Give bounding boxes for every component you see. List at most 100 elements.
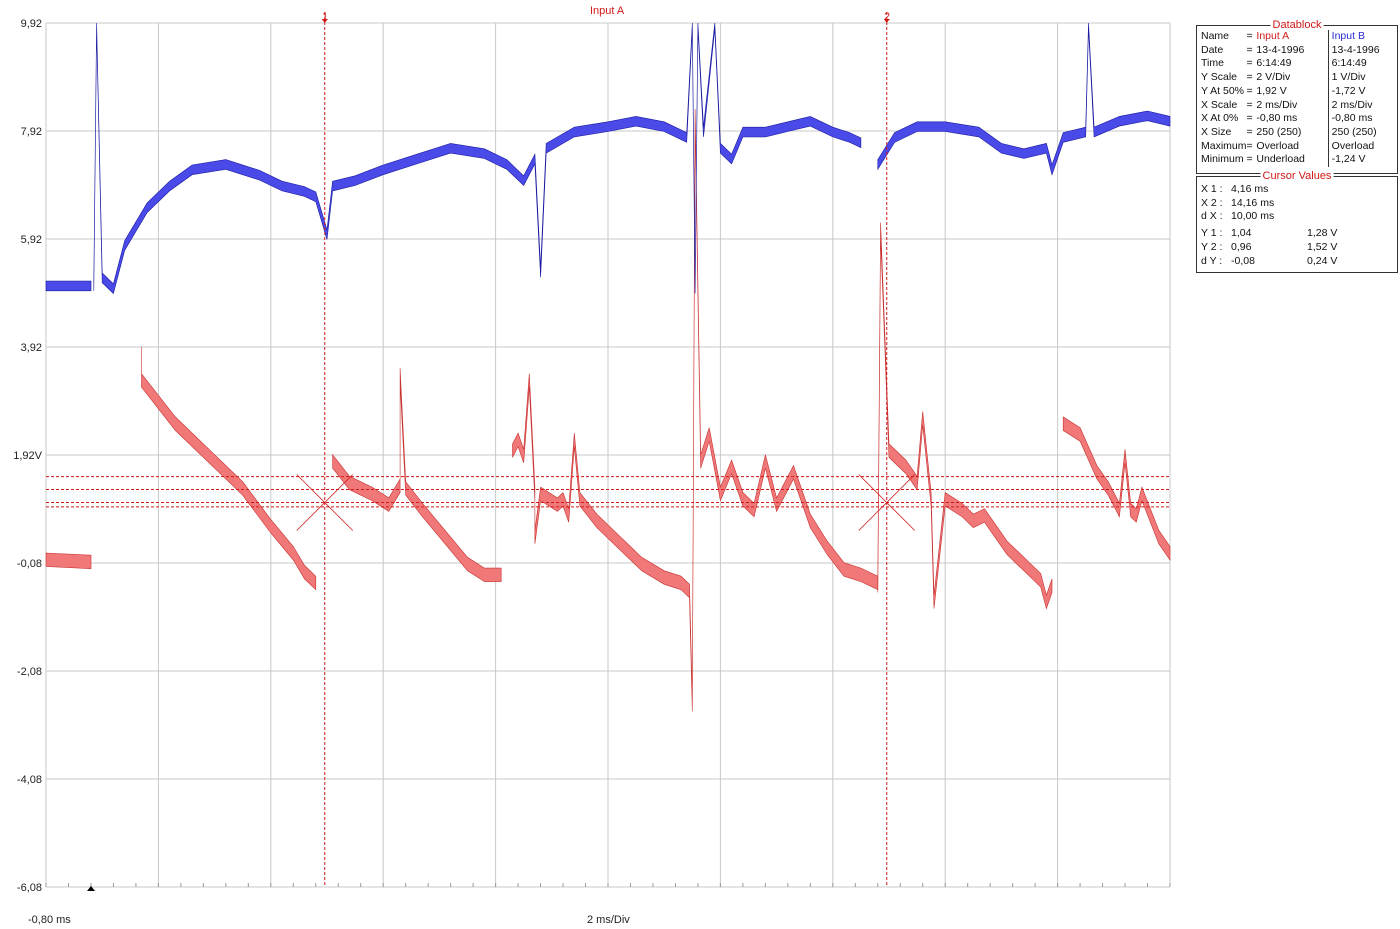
- cursor-value-b: 0,24 V: [1307, 254, 1338, 267]
- cursor-value-b: 1,52 V: [1307, 240, 1338, 253]
- datablock-row: X Scale = 2 ms/Div 2 ms/Div: [1197, 98, 1397, 113]
- cursor-value-a: 1,04: [1231, 227, 1252, 240]
- cursor-value-b: [1307, 197, 1367, 211]
- datablock-field-name: Minimum: [1201, 153, 1244, 166]
- datablock-value-a: Underload: [1256, 153, 1305, 166]
- cursor-value-name: X 2 :: [1201, 196, 1223, 209]
- column-divider: [1327, 112, 1329, 126]
- y-tick-label: -2,08: [17, 666, 42, 678]
- column-divider: [1327, 43, 1329, 58]
- datablock-equals: =: [1246, 98, 1253, 111]
- column-divider: [1327, 125, 1329, 140]
- datablock-field-name: Name: [1201, 30, 1230, 42]
- column-divider: [1327, 153, 1329, 168]
- y-tick-label: 1,92V: [13, 450, 42, 462]
- datablock-row: Name = Input A Input B: [1197, 30, 1397, 44]
- datablock-equals: =: [1246, 30, 1253, 42]
- cursor-value-b: [1307, 183, 1367, 197]
- input-a-trace: [512, 109, 879, 712]
- input-a-trace: [877, 222, 1053, 610]
- datablock-value-b: 1 V/Div: [1331, 71, 1366, 84]
- trigger-marker-icon[interactable]: [87, 886, 95, 891]
- cursor-value-row: X 1 : 4,16 ms: [1197, 183, 1397, 197]
- datablock-row: Time = 6:14:49 6:14:49: [1197, 57, 1397, 72]
- cursor-value-a: 14,16 ms: [1231, 196, 1275, 209]
- cursor-cross-marker: [858, 474, 916, 531]
- datablock-value-b: -1,24 V: [1331, 153, 1366, 166]
- cursor-value-a: 0,96: [1231, 240, 1252, 253]
- column-divider: [1327, 71, 1329, 85]
- cursor-value-row: Y 1 : 1,04 1,28 V: [1197, 227, 1397, 241]
- cursor-value-row: X 2 : 14,16 ms: [1197, 197, 1397, 211]
- cursor-value-name: d Y :: [1201, 254, 1223, 267]
- cursor-cross-marker: [296, 474, 354, 531]
- cursor2-label[interactable]: 2: [884, 11, 890, 23]
- column-divider: [1327, 30, 1329, 44]
- column-divider: [1327, 84, 1329, 99]
- datablock-value-a: -0,80 ms: [1256, 112, 1298, 125]
- cursor-value-b: [1307, 210, 1367, 224]
- datablock-equals: =: [1246, 112, 1253, 125]
- cursor-value-a: 10,00 ms: [1231, 210, 1275, 223]
- y-tick-label: -6,08: [17, 882, 42, 894]
- datablock-field-name: Y Scale: [1201, 71, 1237, 84]
- datablock-row: X Size = 250 (250) 250 (250): [1197, 125, 1397, 140]
- datablock-equals: =: [1246, 43, 1253, 56]
- y-tick-label: 5,92: [21, 234, 42, 246]
- cursor-value-a: -0,08: [1231, 254, 1255, 267]
- datablock-field-name: Time: [1201, 57, 1224, 70]
- datablock-row: Minimum = Underload -1,24 V: [1197, 153, 1397, 168]
- datablock-equals: =: [1246, 153, 1253, 166]
- datablock-row: Y Scale = 2 V/Div 1 V/Div: [1197, 71, 1397, 85]
- datablock-value-b: -0,80 ms: [1331, 112, 1373, 125]
- datablock-equals: =: [1246, 139, 1253, 152]
- datablock-row: Maximum = Overload Overload: [1197, 139, 1397, 154]
- column-divider: [1327, 57, 1329, 72]
- datablock-field-name: X Scale: [1201, 98, 1238, 111]
- datablock-value-b: Input B: [1331, 30, 1365, 42]
- cursor-handle-icon[interactable]: [883, 19, 890, 23]
- chart-title: Input A: [590, 5, 625, 17]
- input-a-trace: [45, 552, 92, 570]
- datablock-panel: Datablock Name = Input A Input B Date = 13-4-1…: [1196, 18, 1398, 174]
- cursor-value-row: d Y : -0,08 0,24 V: [1197, 255, 1397, 269]
- datablock-value-a: 2 ms/Div: [1256, 98, 1298, 111]
- cursor-value-row: Y 2 : 0,96 1,52 V: [1197, 241, 1397, 255]
- y-tick-label: 9,92: [21, 18, 42, 30]
- datablock-value-b: 250 (250): [1331, 125, 1377, 138]
- datablock-value-b: 6:14:49: [1331, 57, 1367, 70]
- datablock-field-name: Y At 50%: [1201, 84, 1245, 97]
- cursor-values-rows: X 1 : 4,16 ms X 2 : 14,16 ms d X : 10,00 m…: [1197, 183, 1397, 268]
- y-tick-label: -4,08: [17, 774, 42, 786]
- datablock-value-a: Overload: [1256, 139, 1300, 152]
- cursor-value-name: Y 2 :: [1201, 240, 1223, 253]
- y-tick-label: -0,08: [17, 558, 42, 570]
- cursor-handle-icon[interactable]: [321, 19, 328, 23]
- datablock-value-a: Input A: [1256, 30, 1290, 42]
- x-div-label: 2 ms/Div: [587, 914, 630, 926]
- datablock-row: Date = 13-4-1996 13-4-1996: [1197, 43, 1397, 58]
- cursor1-label[interactable]: 1: [322, 11, 328, 23]
- cursor-values-title: Cursor Values: [1260, 169, 1334, 183]
- datablock-value-b: 2 ms/Div: [1331, 98, 1373, 111]
- datablock-field-name: Date: [1201, 43, 1224, 56]
- datablock-value-b: Overload: [1331, 139, 1375, 152]
- cursor-value-b: 1,28 V: [1307, 227, 1338, 240]
- datablock-row: Y At 50% = 1,92 V -1,72 V: [1197, 84, 1397, 99]
- datablock-value-a: 6:14:49: [1256, 57, 1292, 70]
- datablock-field-name: X At 0%: [1201, 112, 1239, 125]
- datablock-value-b: -1,72 V: [1331, 84, 1366, 97]
- datablock-equals: =: [1246, 125, 1253, 138]
- input-a-trace: [332, 368, 502, 582]
- cursor-value-a: 4,16 ms: [1231, 183, 1269, 195]
- cursor-values-panel: Cursor Values X 1 : 4,16 ms X 2 : 14,16 m…: [1196, 169, 1398, 273]
- y-axis-ticks: 9,92 7,92 5,92 3,92 1,92V -0,08 -2,08 -4,08 -6,0…: [13, 18, 42, 894]
- input-a-trace: [1062, 416, 1171, 561]
- datablock-row: X At 0% = -0,80 ms -0,80 ms: [1197, 112, 1397, 126]
- datablock-value-b: 13-4-1996: [1331, 43, 1380, 56]
- datablock-field-name: X Size: [1201, 125, 1232, 138]
- cursor-value-name: d X :: [1201, 210, 1223, 223]
- input-a-trace: [141, 346, 317, 591]
- datablock-value-a: 2 V/Div: [1256, 71, 1291, 84]
